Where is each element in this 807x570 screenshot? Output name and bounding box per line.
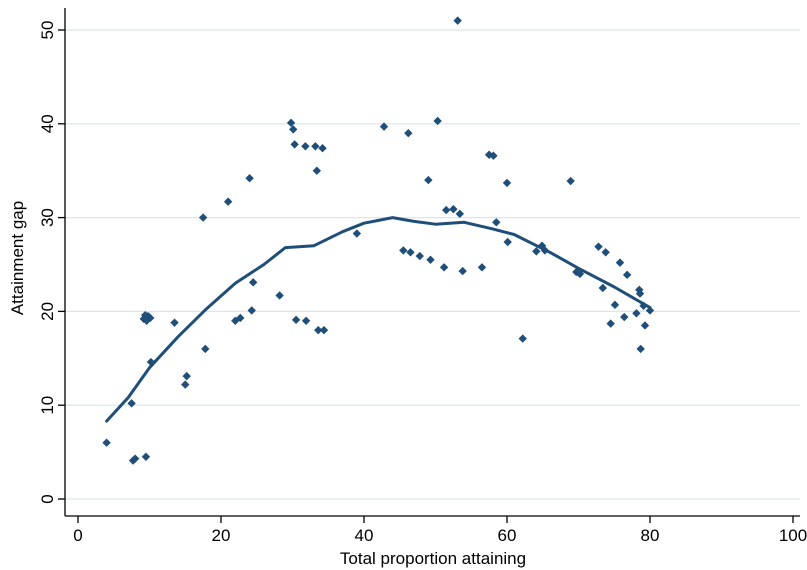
- data-point-69: [622, 270, 632, 280]
- y-tick-label-40: 40: [38, 114, 57, 133]
- data-point-40: [424, 175, 433, 185]
- data-point-3: [131, 454, 140, 463]
- data-point-74: [639, 301, 648, 310]
- data-point-56: [532, 247, 541, 256]
- data-point-68: [620, 312, 629, 322]
- data-point-12: [181, 380, 190, 389]
- x-tick-label-40: 40: [355, 526, 374, 545]
- data-point-55: [518, 334, 527, 343]
- y-axis-ticks: 0 10 20 30 40 50: [38, 21, 65, 504]
- data-point-51: [489, 151, 498, 160]
- data-point-75: [640, 321, 650, 330]
- data-point-34: [352, 229, 362, 238]
- data-point-26: [291, 315, 301, 325]
- data-point-66: [610, 300, 620, 310]
- data-point-16: [223, 197, 233, 206]
- data-point-19: [245, 174, 254, 183]
- data-point-46: [453, 16, 462, 25]
- data-point-62: [594, 242, 603, 251]
- data-point-45: [449, 204, 458, 214]
- data-point-29: [311, 142, 320, 151]
- data-point-72: [635, 289, 645, 298]
- data-point-76: [645, 306, 655, 315]
- data-point-30: [312, 166, 322, 175]
- data-point-28: [301, 316, 311, 325]
- data-point-67: [615, 258, 625, 267]
- data-point-9: [146, 313, 155, 323]
- data-point-11: [170, 318, 179, 327]
- data-point-73: [636, 344, 645, 354]
- fit-line-group: [105, 216, 652, 423]
- data-point-14: [198, 213, 208, 222]
- y-tick-label-20: 20: [38, 302, 57, 321]
- data-point-42: [433, 116, 442, 126]
- data-point-48: [458, 266, 467, 276]
- data-point-64: [601, 248, 610, 257]
- data-point-52: [492, 218, 501, 227]
- data-point-25: [290, 140, 299, 149]
- x-tick-label-80: 80: [641, 526, 660, 545]
- x-axis-title: Total proportion attaining: [340, 549, 526, 568]
- data-point-10: [146, 357, 156, 367]
- data-point-31: [314, 325, 323, 335]
- data-point-58: [540, 246, 550, 255]
- y-tick-label-30: 30: [38, 208, 57, 227]
- data-point-18: [236, 313, 245, 323]
- data-point-21: [248, 278, 258, 287]
- data-point-43: [439, 263, 449, 272]
- data-point-20: [247, 306, 256, 315]
- data-point-23: [286, 118, 296, 128]
- data-point-53: [502, 178, 512, 188]
- x-axis-ticks: 0 20 40 60 80 100: [73, 516, 807, 545]
- x-tick-label-100: 100: [779, 526, 807, 545]
- data-point-36: [399, 246, 408, 255]
- data-point-59: [566, 176, 575, 186]
- data-point-49: [477, 263, 487, 272]
- data-point-24: [289, 125, 298, 134]
- data-point-0: [102, 438, 111, 447]
- data-point-38: [406, 248, 415, 257]
- x-tick-label-20: 20: [212, 526, 231, 545]
- data-point-1: [127, 399, 136, 408]
- y-tick-label-10: 10: [38, 396, 57, 415]
- data-point-41: [426, 255, 435, 265]
- data-point-27: [301, 142, 310, 151]
- data-point-39: [415, 251, 424, 261]
- data-point-35: [379, 122, 389, 131]
- data-point-32: [318, 143, 327, 153]
- data-point-54: [503, 237, 512, 247]
- data-point-63: [598, 283, 608, 293]
- data-point-33: [319, 325, 329, 335]
- data-point-22: [275, 291, 284, 300]
- data-point-65: [606, 319, 615, 328]
- gridlines: [65, 29, 800, 500]
- y-tick-label-0: 0: [38, 494, 57, 503]
- fit-line: [105, 216, 652, 423]
- axes: [64, 8, 800, 517]
- data-point-61: [575, 269, 585, 279]
- data-point-4: [141, 452, 151, 461]
- y-axis-title: Attainment gap: [8, 201, 27, 315]
- x-tick-label-60: 60: [498, 526, 517, 545]
- data-point-13: [182, 371, 191, 381]
- data-point-15: [201, 344, 210, 354]
- data-point-60: [572, 267, 581, 277]
- data-point-70: [632, 309, 641, 318]
- data-point-44: [442, 205, 451, 215]
- data-point-50: [484, 150, 494, 159]
- y-tick-label-50: 50: [38, 21, 57, 40]
- data-point-37: [404, 128, 413, 138]
- x-tick-label-0: 0: [73, 526, 82, 545]
- scatter-points: [102, 16, 655, 465]
- data-point-57: [537, 241, 547, 250]
- data-point-47: [455, 209, 465, 219]
